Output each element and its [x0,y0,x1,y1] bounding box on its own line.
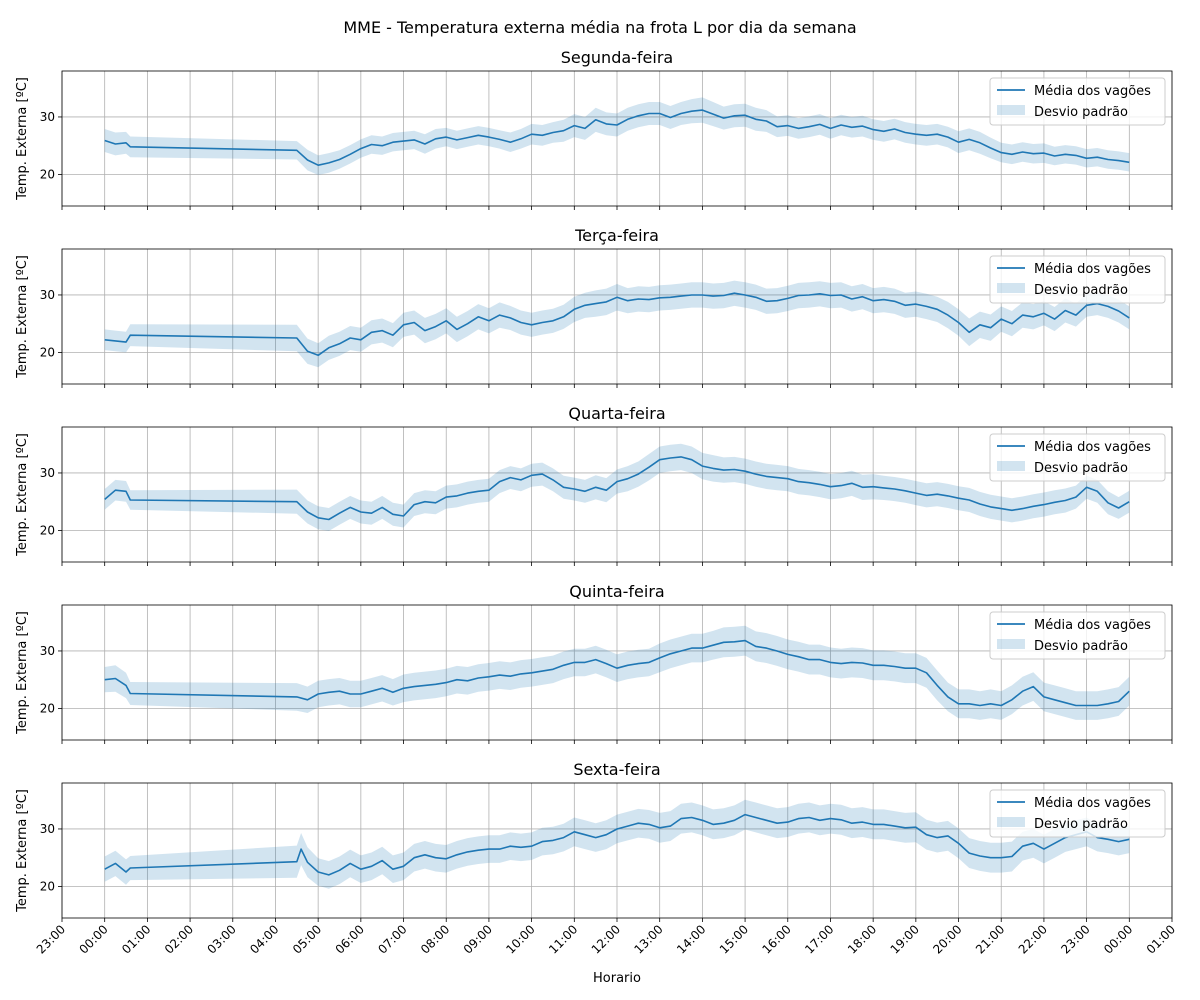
x-tick-label: 01:00 [119,922,153,956]
figure-title: MME - Temperatura externa média na frota… [343,18,856,37]
legend: Média dos vagões Desvio padrão [989,611,1166,660]
std-band [104,443,1130,531]
x-tick-label: 12:00 [589,922,623,956]
legend-std-label: Desvio padrão [1034,105,1128,120]
x-axis-label: Horario [593,971,641,986]
x-tick-label: 23:00 [1058,922,1092,956]
x-tick-label: 00:00 [1101,922,1135,956]
legend-mean-label: Média dos vagões [1034,618,1151,633]
mean-line [104,109,1130,166]
subplot-3: Quinta-feira 20 30 Temp. Externa [ºC] Média … [15,582,1173,744]
legend-mean-label: Média dos vagões [1034,440,1151,455]
legend-box [989,77,1166,126]
x-tick-label: 08:00 [418,922,452,956]
y-tick-label: 20 [40,167,55,181]
mean-line [104,292,1130,357]
x-tick-label: 22:00 [1016,922,1050,956]
x-tick-label: 02:00 [162,922,196,956]
std-band [104,799,1130,889]
subplot-1: Terça-feira 20 30 Temp. Externa [ºC] Média d… [15,226,1173,388]
legend: Média dos vagões Desvio padrão [989,789,1166,838]
x-tick-label: 23:00 [34,922,68,956]
y-axis-label: Temp. Externa [ºC] [15,789,30,913]
legend-std-label: Desvio padrão [1034,283,1128,298]
legend-std-label: Desvio padrão [1034,461,1128,476]
legend-box [989,433,1166,482]
y-tick-label: 30 [40,288,55,302]
mean-line [104,639,1130,707]
legend-box [989,789,1166,838]
x-tick-label: 21:00 [973,922,1007,956]
grid [61,71,1173,206]
y-axis-label: Temp. Externa [ºC] [15,255,30,379]
legend-band-swatch [997,461,1025,471]
subplot-title: Quinta-feira [569,582,664,601]
legend-mean-label: Média dos vagões [1034,84,1151,99]
subplot-0: Segunda-feira 20 30 Temp. Externa [ºC] Média… [15,48,1173,210]
x-tick-label: 10:00 [503,922,537,956]
legend-band-swatch [997,283,1025,293]
legend: Média dos vagões Desvio padrão [989,255,1166,304]
std-band [104,625,1130,720]
y-tick-label: 30 [40,644,55,658]
legend-band-swatch [997,817,1025,827]
subplot-title: Terça-feira [574,226,659,245]
grid [61,427,1173,562]
x-tick-label: 00:00 [76,922,110,956]
grid [61,249,1173,384]
x-tick-label: 16:00 [760,922,794,956]
y-axis-label: Temp. Externa [ºC] [15,433,30,557]
x-tick-label: 14:00 [674,922,708,956]
y-tick-label: 20 [40,523,55,537]
legend-mean-label: Média dos vagões [1034,262,1151,277]
y-tick-label: 20 [40,345,55,359]
std-band [104,280,1130,368]
grid [61,605,1173,740]
x-tick-label: 15:00 [717,922,751,956]
subplots: Segunda-feira 20 30 Temp. Externa [ºC] Média… [15,48,1178,957]
y-axis-label: Temp. Externa [ºC] [15,611,30,735]
y-tick-label: 20 [40,701,55,715]
y-tick-label: 30 [40,110,55,124]
x-tick-label: 04:00 [247,922,281,956]
x-tick-label: 07:00 [375,922,409,956]
legend-box [989,255,1166,304]
legend-band-swatch [997,639,1025,649]
x-tick-label: 13:00 [631,922,665,956]
legend-std-label: Desvio padrão [1034,817,1128,832]
std-band [104,97,1130,175]
y-axis-label: Temp. Externa [ºC] [15,77,30,201]
subplot-2: Quarta-feira 20 30 Temp. Externa [ºC] Média … [15,404,1173,566]
y-tick-label: 20 [40,879,55,893]
legend-box [989,611,1166,660]
x-tick-label: 20:00 [930,922,964,956]
subplot-title: Segunda-feira [561,48,673,67]
y-tick-label: 30 [40,466,55,480]
x-tick-label: 05:00 [290,922,324,956]
legend: Média dos vagões Desvio padrão [989,433,1166,482]
x-tick-label: 06:00 [333,922,367,956]
x-tick-label: 17:00 [802,922,836,956]
legend-std-label: Desvio padrão [1034,639,1128,654]
x-tick-label: 01:00 [1144,922,1178,956]
legend-mean-label: Média dos vagões [1034,796,1151,811]
y-tick-label: 30 [40,822,55,836]
legend-band-swatch [997,105,1025,115]
mean-line [104,456,1130,521]
subplot-title: Sexta-feira [573,760,660,779]
legend: Média dos vagões Desvio padrão [989,77,1166,126]
x-tick-label: 03:00 [205,922,239,956]
mean-line [104,813,1130,876]
subplot-title: Quarta-feira [568,404,665,423]
x-tick-label: 19:00 [888,922,922,956]
x-tick-label: 09:00 [461,922,495,956]
x-tick-label: 18:00 [845,922,879,956]
x-tick-label: 11:00 [546,922,580,956]
